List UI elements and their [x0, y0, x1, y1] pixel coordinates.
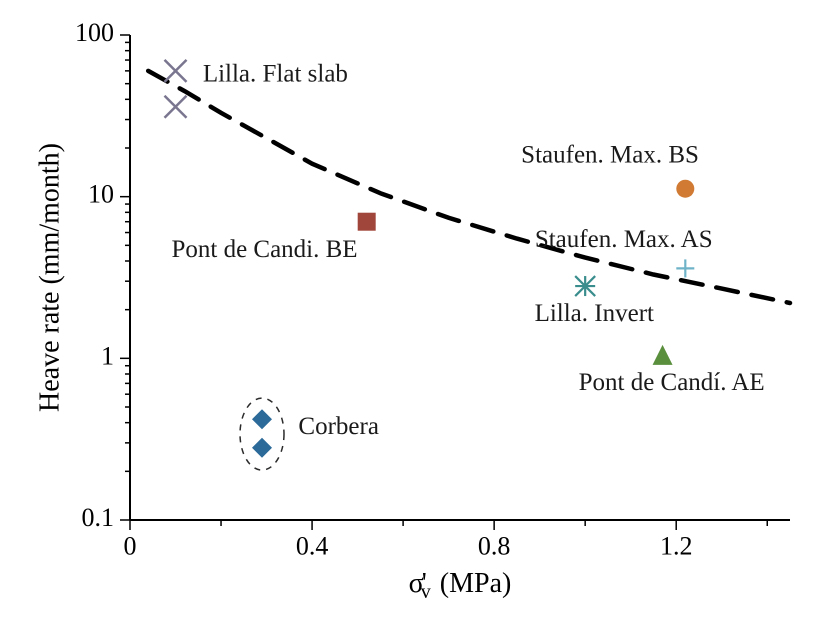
series-corbera: Corbera: [240, 398, 379, 470]
series-staufen-max-bs: Staufen. Max. BS: [521, 141, 699, 197]
series-lilla-invert: Lilla. Invert: [535, 276, 654, 327]
y-tick-label: 0.1: [82, 503, 115, 532]
series-staufen-max-as: Staufen. Max. AS: [535, 226, 713, 277]
x-tick-label: 0: [124, 531, 137, 560]
series-label-staufen-max-as: Staufen. Max. AS: [535, 226, 713, 253]
heave-rate-chart: 0 0.4 0.8 1.2 0.1 1 10 100 Heave rate (mm/month)…: [0, 0, 840, 640]
series-label-lilla-invert: Lilla. Invert: [535, 300, 654, 327]
series-label-pont-de-candi-be: Pont de Candi. BE: [171, 236, 357, 263]
x-tick-label: 0.8: [478, 531, 511, 560]
series-label-pont-de-candi-ae: Pont de Candí. AE: [579, 369, 765, 396]
series-lilla-flat-slab: Lilla. Flat slab: [165, 60, 348, 118]
series-pont-de-candi-be: Pont de Candi. BE: [171, 213, 375, 263]
diamond-marker: [252, 438, 272, 458]
diamond-marker: [252, 409, 272, 429]
y-tick-label: 10: [88, 180, 114, 209]
cluster-ellipse: [240, 398, 284, 470]
circle-marker: [676, 180, 694, 198]
y-axis-title: Heave rate (mm/month): [34, 143, 65, 412]
series-label-corbera: Corbera: [298, 413, 379, 440]
series-label-staufen-max-bs: Staufen. Max. BS: [521, 141, 699, 168]
triangle-marker: [653, 345, 673, 365]
x-tick-label: 1.2: [660, 531, 693, 560]
y-tick-label: 1: [101, 341, 114, 370]
series-label-lilla-flat-slab: Lilla. Flat slab: [203, 60, 348, 87]
y-tick-label: 100: [75, 18, 114, 47]
x-tick-label: 0.4: [296, 531, 329, 560]
square-marker: [358, 213, 376, 231]
x-axis-title: σ'v (MPa): [409, 568, 512, 603]
series-pont-de-candi-ae: Pont de Candí. AE: [579, 345, 765, 396]
